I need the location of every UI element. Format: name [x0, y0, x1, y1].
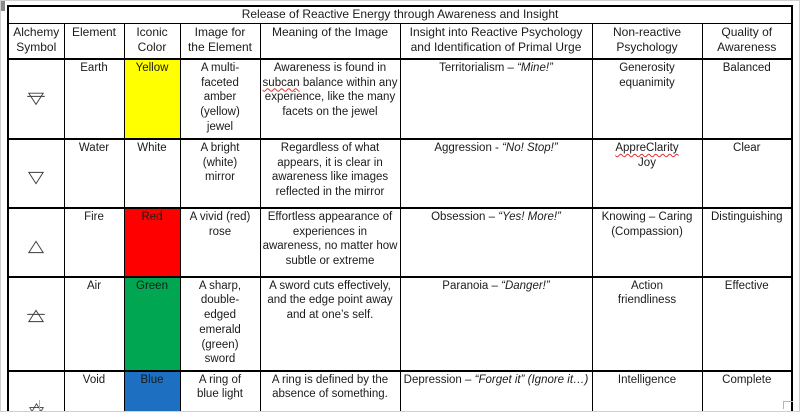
header-quality[interactable]: Quality of Awareness [701, 22, 793, 60]
header-image-for-element[interactable]: Image for the Element [179, 22, 261, 60]
insight-label: Aggression - [434, 142, 503, 154]
element-cell[interactable]: Water [63, 138, 125, 209]
meaning-text: A sword cuts effectively, and the edge p… [267, 279, 393, 322]
element-cell[interactable]: Void [63, 369, 125, 411]
nonreactive-cell[interactable]: Action friendliness [591, 275, 703, 372]
table-title-row: Release of Reactive Energy through Aware… [7, 5, 793, 24]
header-meaning[interactable]: Meaning of the Image [259, 22, 401, 60]
iconic-color-cell[interactable]: White [123, 138, 181, 209]
insight-label: Paranoia – [442, 279, 502, 292]
symbol-cell[interactable] [7, 58, 65, 140]
image-cell[interactable]: A bright (white) mirror [179, 138, 261, 209]
meaning-cell[interactable]: A sword cuts effectively, and the edge p… [259, 275, 401, 372]
element-cell[interactable]: Earth [63, 58, 125, 140]
image-cell[interactable]: A multi- faceted amber (yellow) jewel [179, 58, 261, 140]
table-row-air: Air Green A sharp, double- edged emerald… [7, 275, 793, 372]
fire-alchemy-icon [26, 240, 46, 258]
nonreactive-cell[interactable]: AppreClarity Joy [591, 138, 703, 209]
header-alchemy-symbol[interactable]: Alchemy Symbol [7, 22, 65, 60]
table-row-fire: Fire Red A vivid (red) rose Effortless a… [7, 206, 793, 278]
image-cell[interactable]: A ring of blue light [179, 369, 261, 411]
insight-quote: “No! Stop!” [502, 142, 558, 154]
quality-cell[interactable]: Effective [701, 275, 793, 372]
quality-cell[interactable]: Clear [701, 138, 793, 209]
meaning-text: balance within any experience, like the … [264, 76, 398, 119]
meaning-text: Effortless appearance of experiences in … [262, 210, 398, 268]
insight-cell[interactable]: Obsession – “Yes! More!” [399, 206, 593, 278]
table-title[interactable]: Release of Reactive Energy through Aware… [7, 5, 793, 24]
table-header-row: Alchemy Symbol Element Iconic Color Imag… [7, 22, 793, 60]
insight-quote: “Danger!” [501, 279, 550, 292]
iconic-color-cell[interactable]: Blue [123, 369, 181, 411]
meaning-cell[interactable]: Effortless appearance of experiences in … [259, 206, 401, 278]
quality-cell[interactable]: Balanced [701, 58, 793, 140]
element-cell[interactable]: Air [63, 275, 125, 372]
meaning-cell[interactable]: Regardless of what appears, it is clear … [259, 138, 401, 209]
meaning-text: Awareness is found in [273, 62, 387, 74]
table-row-void: Void Blue A ring of blue light A ring is… [7, 369, 793, 411]
text-cursor-line [39, 400, 40, 411]
symbol-cell[interactable] [7, 138, 65, 209]
insight-label: Obsession – [431, 210, 499, 223]
nonreactive-text: Joy [638, 156, 656, 169]
table-row-water: Water White A bright (white) mirror Rega… [7, 138, 793, 209]
insight-cell[interactable]: Depression – “Forget it” (Ignore it…) [399, 369, 593, 411]
quality-cell[interactable]: Complete [701, 369, 793, 411]
window-corner-fragment [783, 401, 793, 409]
element-cell[interactable]: Fire [63, 206, 125, 278]
header-iconic-color[interactable]: Iconic Color [123, 22, 181, 60]
insight-cell[interactable]: Territorialism – “Mine!” [399, 58, 593, 140]
air-alchemy-icon [26, 309, 46, 327]
symbol-cell[interactable] [7, 369, 65, 411]
insight-cell[interactable]: Aggression - “No! Stop!” [399, 138, 593, 209]
meaning-cell[interactable]: A ring is defined by the absence of some… [259, 369, 401, 411]
nonreactive-cell[interactable]: Intelligence [591, 369, 703, 411]
meaning-text: Regardless of what appears, it is clear … [271, 142, 389, 199]
nonreactive-cell[interactable]: Knowing – Caring (Compassion) [591, 206, 703, 278]
meaning-text: A ring is defined by the absence of some… [271, 373, 389, 401]
insight-cell[interactable]: Paranoia – “Danger!” [399, 275, 593, 372]
iconic-color-cell[interactable]: Red [123, 206, 181, 278]
meaning-cell[interactable]: Awareness is found in subcan balance wit… [259, 58, 401, 140]
water-alchemy-icon [26, 172, 46, 189]
symbol-cell[interactable] [7, 275, 65, 372]
table-row-earth: Earth Yellow A multi- faceted amber (yel… [7, 58, 793, 140]
insight-label: Depression – [403, 373, 475, 386]
quality-cell[interactable]: Distinguishing [701, 206, 793, 278]
symbol-cell[interactable] [7, 206, 65, 278]
image-cell[interactable]: A vivid (red) rose [179, 206, 261, 278]
alchemy-awareness-table: Release of Reactive Energy through Aware… [7, 5, 794, 411]
misspelled-word: subcan [262, 76, 300, 89]
insight-quote: “Forget it” (Ignore it…) [474, 373, 589, 386]
earth-alchemy-icon [26, 93, 46, 109]
image-cell[interactable]: A sharp, double- edged emerald (green) s… [179, 275, 261, 372]
iconic-color-cell[interactable]: Green [123, 275, 181, 372]
header-insight[interactable]: Insight into Reactive Psychology and Ide… [399, 22, 593, 60]
iconic-color-cell[interactable]: Yellow [123, 58, 181, 140]
window-edge-fragment [1, 1, 5, 11]
misspelled-word: AppreClarity [615, 142, 679, 154]
insight-quote: “Yes! More!” [498, 210, 561, 223]
nonreactive-cell[interactable]: Generosity equanimity [591, 58, 703, 140]
header-element[interactable]: Element [63, 22, 125, 60]
insight-label: Territorialism – [439, 62, 518, 74]
header-nonreactive[interactable]: Non-reactive Psychology [591, 22, 703, 60]
insight-quote: “Mine!” [517, 62, 553, 74]
